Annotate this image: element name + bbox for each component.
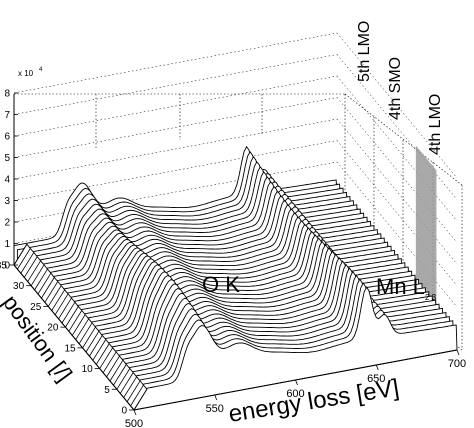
front-wall-stick [27, 260, 41, 282]
front-wall-stick [130, 384, 144, 407]
front-wall-stick [99, 347, 113, 369]
x-tick-label: 600 [286, 388, 304, 400]
front-wall-stick [13, 244, 28, 266]
z-tick-label: 7 [4, 110, 10, 121]
layer-label-4th-lmo: 4th LMO [427, 94, 444, 155]
z-gridline-back [13, 97, 338, 158]
front-wall-stick [123, 376, 137, 398]
mn-l-edge-label: Mn L [376, 274, 425, 299]
front-wall [13, 243, 148, 411]
front-wall-stick [82, 326, 96, 349]
x-tick-label: 700 [448, 358, 466, 370]
front-wall-stick [85, 331, 100, 353]
z-gridline-back [13, 140, 338, 201]
front-wall-stick [133, 389, 148, 411]
z-tick-label: 4 [4, 175, 10, 186]
front-wall-stick [20, 252, 35, 274]
front-wall-stick [34, 268, 48, 291]
z-gridline-back [13, 32, 338, 94]
front-wall-stick [106, 355, 120, 378]
spectrum-trace [133, 286, 458, 411]
y-axis-ticks: 05101520253035 [0, 261, 134, 417]
o-k-edge-label: O K [202, 272, 240, 297]
front-wall-stick [65, 306, 79, 328]
front-wall-stick [92, 339, 107, 361]
mn-l-edge-subscript: 2 3 [425, 293, 437, 302]
z-tick-label: 1 [4, 239, 10, 250]
left-bottom-edge [13, 264, 135, 411]
z-multiplier-exponent: 4 [39, 67, 43, 73]
x-tick [375, 364, 379, 371]
front-wall-stick [30, 264, 45, 286]
z-gridline-back [13, 75, 338, 137]
spectra-traces [13, 145, 458, 411]
z-tick-label: 8 [4, 89, 10, 100]
z-tick-label: 0 [4, 261, 10, 272]
front-wall-stick [95, 343, 110, 365]
front-wall-stick [41, 277, 55, 299]
front-wall-face [13, 243, 148, 411]
front-wall-stick [113, 364, 127, 386]
y-tick-label: 35 [0, 261, 7, 272]
front-wall-stick [119, 372, 134, 394]
z-axis-ticks: 0 1 2 3 4 5 6 7 8 [4, 89, 18, 272]
z-multiplier: x 10 [18, 69, 34, 78]
z-gridline-right [336, 140, 458, 286]
z-tick-label: 5 [4, 153, 10, 164]
z-tick-label: 3 [4, 196, 10, 207]
front-wall-stick [71, 314, 86, 336]
front-wall-stick [54, 293, 69, 315]
front-wall-stick [109, 360, 124, 382]
z-gridline-back [13, 161, 338, 223]
z-gridline-right [336, 161, 458, 308]
front-wall-stick [61, 302, 76, 324]
front-wall-stick [44, 281, 59, 303]
z-tick-label: 6 [4, 132, 10, 143]
y-tick-label: 30 [13, 281, 25, 292]
x-tick-label: 650 [367, 373, 385, 385]
front-wall-stick [51, 289, 65, 311]
front-wall-stick [17, 248, 31, 270]
x-axis-ticks: 500 550 600 650 700 [125, 349, 466, 428]
front-wall-stick [75, 318, 89, 340]
z-gridline-right [336, 32, 458, 179]
front-wall-stick [68, 310, 83, 332]
x-tick [214, 394, 218, 401]
smo-layer-highlight [415, 145, 437, 326]
z-gridline-back [13, 54, 338, 115]
front-wall-stick [47, 285, 62, 307]
x-tick [456, 349, 460, 356]
z-gridline-back [13, 118, 338, 180]
grid-right-top [344, 93, 463, 186]
front-wall-stick [58, 297, 72, 320]
front-wall-stick [116, 368, 131, 390]
y-tick-label: 5 [104, 385, 110, 396]
x-tick-label: 550 [206, 403, 224, 415]
front-wall-stick [78, 322, 93, 344]
front-wall-stick [89, 335, 103, 357]
y-tick-label: 10 [82, 364, 94, 375]
layer-label-5th-lmo: 5th LMO [356, 21, 373, 82]
y-tick-label: 0 [121, 406, 127, 417]
z-tick-label: 2 [4, 218, 10, 229]
front-wall-stick [126, 380, 141, 402]
y-tick-label: 20 [47, 323, 59, 334]
x-tick [133, 409, 137, 416]
y-tick-label: 25 [30, 302, 42, 313]
front-wall-stick [23, 256, 38, 278]
z-gridline-right [336, 54, 458, 200]
layer-label-4th-smo: 4th SMO [387, 57, 404, 120]
x-tick-label: 500 [125, 418, 143, 428]
x-tick [295, 379, 298, 386]
front-wall-stick [102, 351, 117, 373]
z-gridline-right [336, 118, 458, 265]
front-wall-stick [37, 273, 52, 295]
z-gridline-right [336, 97, 458, 243]
y-tick-label: 15 [64, 343, 76, 354]
z-gridline-right [336, 75, 458, 222]
